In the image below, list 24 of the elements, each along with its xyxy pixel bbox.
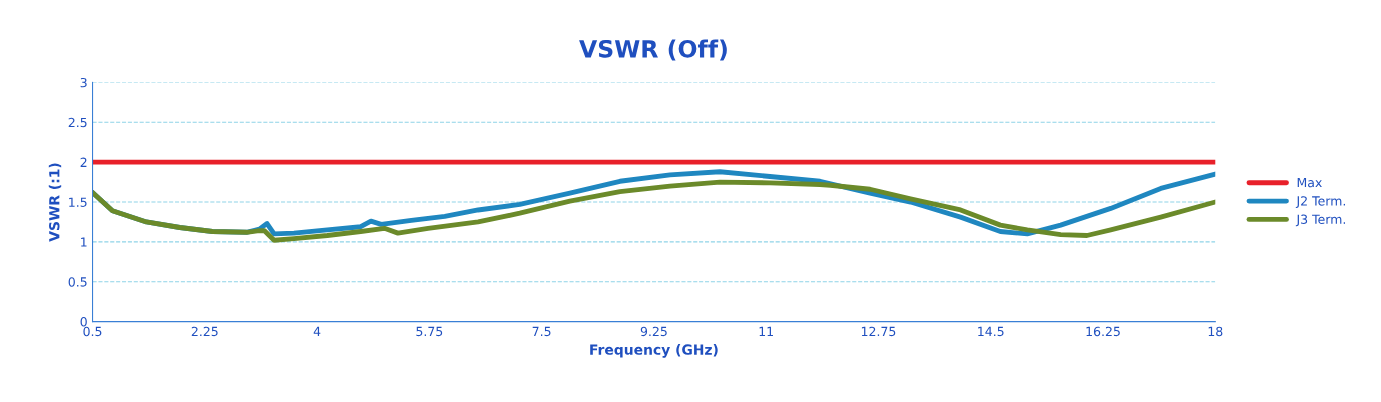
x-tick-label: 16.25 (1086, 326, 1120, 337)
x-tick-label: 12.75 (861, 326, 896, 337)
x-axis-title: Frequency (GHz) (590, 344, 718, 358)
y-tick-label: 1 (81, 237, 87, 247)
x-tick-label: 9.25 (640, 326, 667, 337)
chart-title: VSWR (Off) (579, 39, 727, 61)
x-tick-label: 7.5 (532, 326, 551, 337)
x-tick-label: 4 (313, 326, 321, 336)
legend-label: Max (1297, 177, 1322, 188)
y-tick-label: 1.5 (69, 197, 87, 207)
y-tick-label: 2.5 (68, 117, 87, 128)
x-tick-label: 11 (759, 326, 773, 336)
y-tick-label: 3 (80, 77, 87, 88)
x-tick-label: 14.5 (978, 326, 1004, 337)
legend-label: J2 Term. (1295, 196, 1346, 208)
y-tick-label: 2 (80, 157, 87, 167)
y-tick-label: 0.5 (68, 277, 87, 287)
x-tick-label: 18 (1208, 326, 1223, 337)
y-axis-title: VSWR (:1) (48, 163, 62, 242)
y-tick-label: 0 (80, 317, 87, 327)
line-series (92, 179, 1216, 243)
x-tick-label: 5.75 (416, 326, 443, 337)
x-tick-label: 2.25 (191, 326, 218, 337)
legend-label: J3 Term. (1295, 214, 1346, 227)
